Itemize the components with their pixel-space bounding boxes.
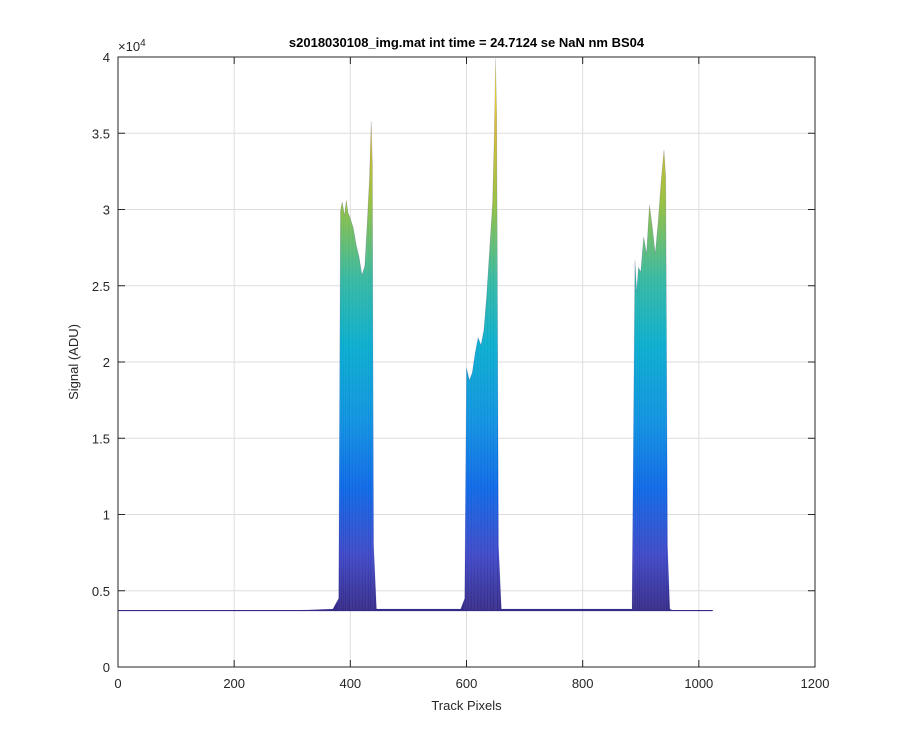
y-axis-label: Signal (ADU) bbox=[66, 324, 81, 400]
x-tick-label: 200 bbox=[223, 676, 245, 691]
y-exponent-base: ×10 bbox=[118, 39, 140, 54]
y-tick-label: 3 bbox=[103, 203, 110, 218]
y-tick-label: 0 bbox=[103, 660, 110, 675]
x-tick-label: 400 bbox=[339, 676, 361, 691]
y-exponent-label: ×104 bbox=[118, 38, 146, 54]
axes: 0 200 400 600 800 1000 1200 0 0.5 1 1.5 2 2.5 3 3.5 4 bbox=[92, 50, 830, 691]
y-tick-label: 3.5 bbox=[92, 126, 110, 141]
y-tick-label: 4 bbox=[103, 50, 110, 65]
x-tick-label: 0 bbox=[114, 676, 121, 691]
x-tick-label: 1200 bbox=[801, 676, 830, 691]
x-axis-label: Track Pixels bbox=[431, 698, 502, 713]
y-exponent-power: 4 bbox=[140, 38, 146, 49]
x-tick-label: 1000 bbox=[684, 676, 713, 691]
x-tick-label: 800 bbox=[572, 676, 594, 691]
y-tick-label: 1 bbox=[103, 508, 110, 523]
axis-labels: s2018030108_img.mat int time = 24.7124 s… bbox=[66, 35, 645, 713]
y-tick-label: 1.5 bbox=[92, 431, 110, 446]
y-tick-label: 0.5 bbox=[92, 584, 110, 599]
signal-area-series-0 bbox=[118, 58, 713, 611]
y-tick-label: 2 bbox=[103, 355, 110, 370]
y-tick-label: 2.5 bbox=[92, 279, 110, 294]
chart-title: s2018030108_img.mat int time = 24.7124 s… bbox=[289, 35, 645, 50]
signal-strips-series-0 bbox=[338, 58, 668, 611]
x-tick-label: 600 bbox=[456, 676, 478, 691]
plot-area bbox=[118, 58, 713, 612]
signal-line-series-0 bbox=[118, 58, 713, 611]
